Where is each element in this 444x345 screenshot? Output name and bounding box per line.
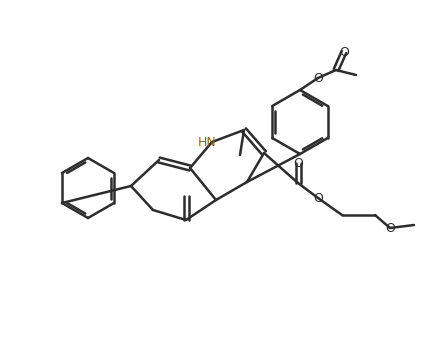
- Text: O: O: [293, 157, 303, 169]
- Text: O: O: [385, 221, 395, 235]
- Text: HN: HN: [198, 136, 216, 148]
- Text: O: O: [339, 46, 349, 59]
- Text: O: O: [313, 191, 323, 205]
- Text: O: O: [313, 71, 323, 85]
